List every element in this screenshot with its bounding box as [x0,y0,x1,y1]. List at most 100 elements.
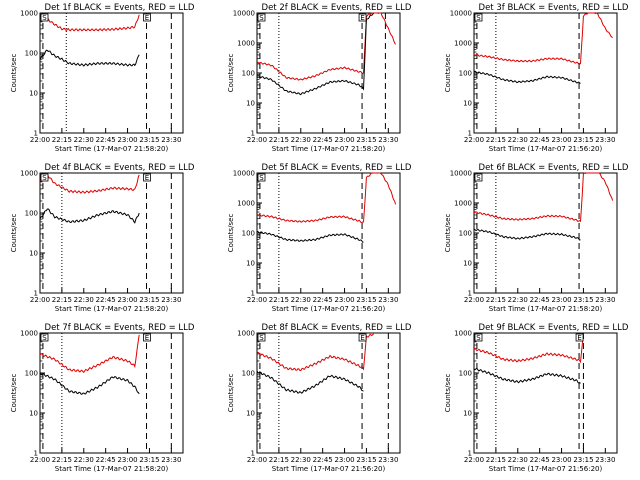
y-tick-label: 1 [468,290,472,298]
series-line-black [473,367,581,384]
event-box-label: E [577,334,581,342]
event-box-label: E [145,14,149,22]
event-box [40,173,49,182]
series-line-black [39,208,140,224]
y-tick-label: 100 [459,70,472,78]
x-tick-label: 23:30 [161,456,181,464]
chart-title: Det 1f BLACK = Events, RED = LLD [45,3,195,13]
y-tick-label: 100 [242,70,255,78]
series-line-red [256,333,375,372]
y-tick-label: 1000 [237,40,255,48]
y-tick-label: 100 [25,50,38,58]
plot-frame [473,332,618,454]
chart-title: Det 5f BLACK = Events, RED = LLD [262,163,412,173]
x-tick-label: 22:45 [96,136,116,144]
x-axis-label: Start Time (17-Mar-07 21:56:20) [272,465,386,473]
x-tick-label: 22:30 [291,456,311,464]
x-tick-label: 23:00 [334,296,354,304]
x-axis-label: Start Time (17-Mar-07 21:56:20) [489,145,603,153]
chart-det7f: Det 7f BLACK = Events, RED = LLD 1 10 100 10… [10,323,195,473]
plot-frame [39,12,184,134]
plot-frame [39,332,184,454]
y-tick-label: 10 [463,410,472,418]
x-tick-label: 22:45 [96,296,116,304]
y-axis-label: Counts/sec [10,54,18,93]
x-tick-label: 22:00 [464,296,484,304]
x-tick-label: 23:15 [139,296,159,304]
event-box [143,13,151,22]
chart-det1f: Det 1f BLACK = Events, RED = LLD 1 10 100 10… [10,3,195,153]
y-tick-label: 10 [29,410,38,418]
chart-title: Det 9f BLACK = Events, RED = LLD [479,323,629,333]
x-tick-label: 22:15 [486,296,506,304]
x-axis-label: Start Time (17-Mar-07 21:56:20) [489,465,603,473]
y-tick-label: 1000 [237,200,255,208]
x-axis-label: Start Time (17-Mar-07 21:58:20) [55,305,169,313]
y-tick-label: 10 [463,100,472,108]
y-tick-label: 10000 [233,10,255,18]
series-line-black [39,371,140,396]
x-tick-label: 22:15 [52,136,72,144]
y-tick-label: 1000 [454,40,472,48]
x-tick-label: 23:30 [595,136,615,144]
event-box-label: E [145,174,149,182]
chart-det3f: Det 3f BLACK = Events, RED = LLD 1 10 100 10… [444,3,629,153]
x-tick-label: 23:30 [161,296,181,304]
chart-title: Det 4f BLACK = Events, RED = LLD [45,163,195,173]
x-tick-label: 22:45 [313,456,333,464]
x-tick-label: 23:00 [117,136,137,144]
y-tick-label: 10 [246,100,255,108]
x-tick-label: 22:00 [247,456,267,464]
x-tick-label: 22:30 [74,296,94,304]
y-axis-label: Counts/sec [227,214,235,253]
x-tick-label: 23:15 [356,456,376,464]
series-line-red [39,172,140,194]
event-box-label: E [145,334,149,342]
y-tick-label: 100 [242,370,255,378]
x-tick-label: 23:00 [334,136,354,144]
chart-title: Det 6f BLACK = Events, RED = LLD [479,163,629,173]
x-tick-label: 23:15 [139,456,159,464]
x-tick-label: 22:30 [508,296,528,304]
x-tick-label: 22:15 [486,136,506,144]
event-box [575,333,584,342]
x-tick-label: 23:30 [595,456,615,464]
y-tick-label: 100 [242,230,255,238]
y-tick-label: 1000 [20,10,38,18]
x-axis-label: Start Time (17-Mar-07 21:58:20) [55,145,169,153]
series-line-black [256,12,375,96]
series-line-black [473,70,581,84]
x-tick-label: 22:30 [291,136,311,144]
event-box [257,13,266,22]
x-tick-label: 22:45 [313,296,333,304]
x-tick-label: 23:15 [573,136,593,144]
chart-det2f: Det 2f BLACK = Events, RED = LLD 1 10 100 10… [227,3,412,153]
y-tick-label: 10 [463,260,472,268]
event-box [358,333,367,342]
chart-det9f: Det 9f BLACK = Events, RED = LLD 1 10 100 10… [444,323,629,473]
chart-det4f: Det 4f BLACK = Events, RED = LLD 1 10 100 10… [10,163,195,313]
x-tick-label: 22:00 [30,456,50,464]
x-axis-label: Start Time (17-Mar-07 21:58:20) [489,305,603,313]
x-tick-label: 23:00 [117,456,137,464]
x-tick-label: 22:00 [247,136,267,144]
x-tick-label: 22:00 [247,296,267,304]
chart-title: Det 8f BLACK = Events, RED = LLD [262,323,412,333]
x-tick-label: 22:45 [530,456,550,464]
series-line-red [256,12,397,81]
chart-det5f: Det 5f BLACK = Events, RED = LLD 1 10 100 10… [227,163,412,313]
series-line-red [473,333,584,364]
x-tick-label: 23:15 [356,296,376,304]
y-tick-label: 100 [25,210,38,218]
y-tick-label: 100 [25,370,38,378]
y-tick-label: 1 [468,130,472,138]
y-axis-label: Counts/sec [444,214,452,253]
y-tick-label: 1000 [237,330,255,338]
x-tick-label: 23:15 [573,456,593,464]
x-tick-label: 22:00 [30,136,50,144]
y-tick-label: 10 [246,260,255,268]
x-tick-label: 23:15 [573,296,593,304]
x-tick-label: 23:30 [595,296,615,304]
x-tick-label: 22:15 [52,456,72,464]
